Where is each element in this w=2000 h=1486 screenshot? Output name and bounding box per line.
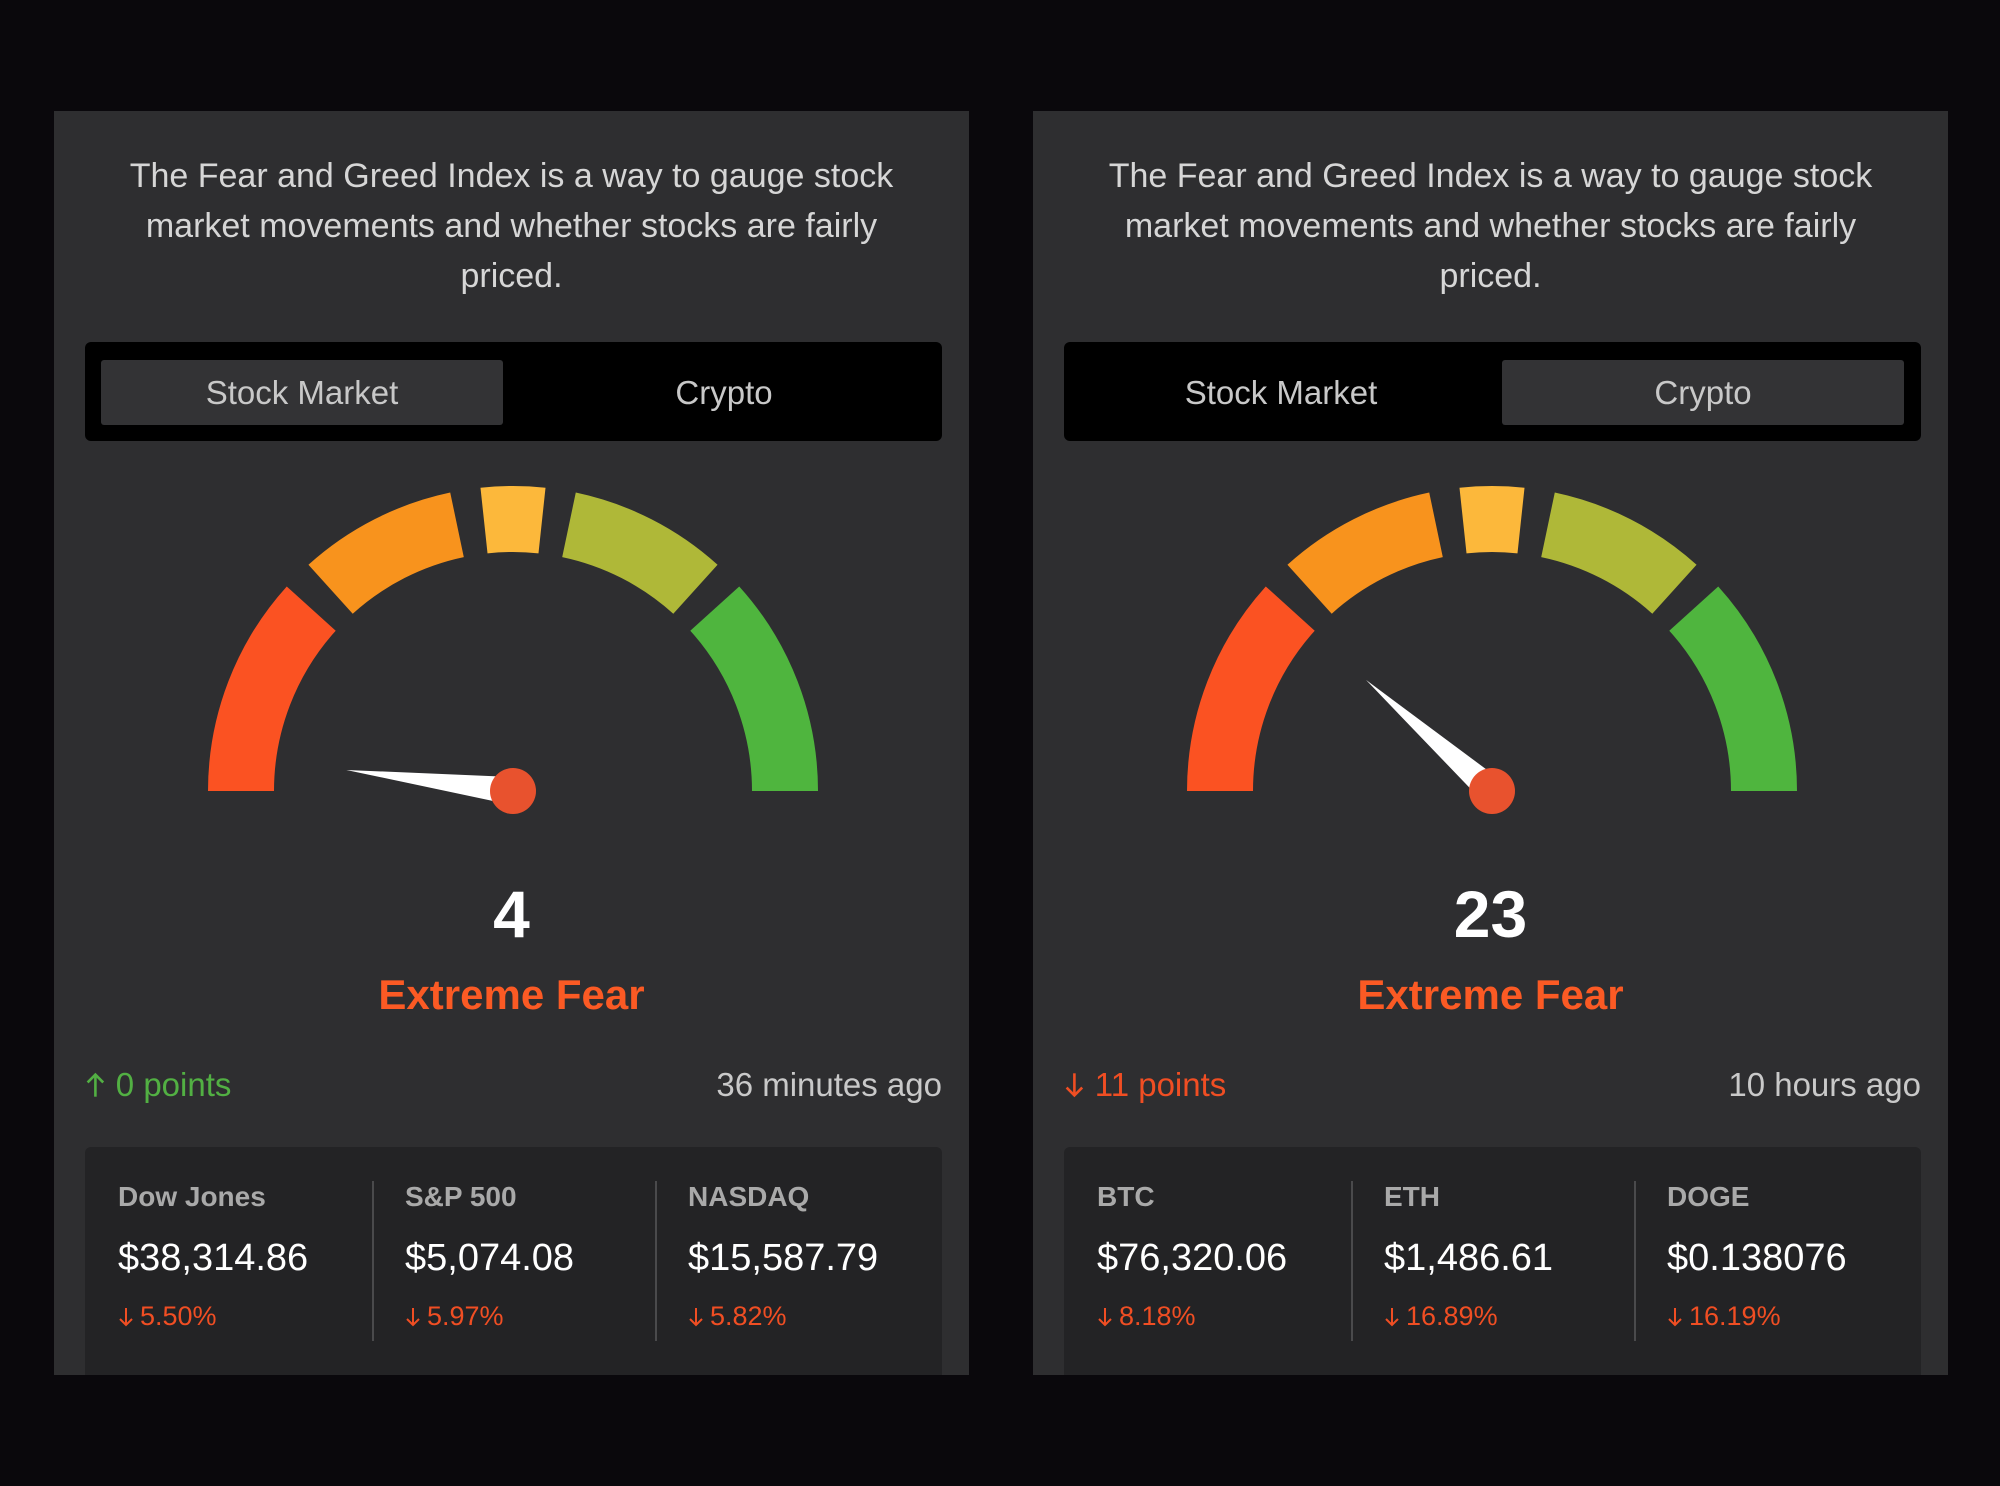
divider [372,1181,374,1341]
arrow-head [86,1072,105,1084]
panel: The Fear and Greed Index is a way to gau… [54,111,969,1375]
index-rating: Extreme Fear [378,971,645,1018]
gauge-band [308,492,465,615]
divider [1634,1181,1636,1341]
gauge-band [208,586,337,792]
gauge-band [1459,486,1525,554]
ticker-change: 5.82% [688,1301,787,1332]
tickers: Dow Jones $38,314.86 5.50% S&P 500 $5,074.08… [85,1147,942,1375]
arrow-shape [1065,1073,1084,1098]
ticker-price: $1,486.61 [1384,1237,1554,1279]
description: The Fear and Greed Index is a way to gau… [129,157,894,295]
tab[interactable]: Crypto [675,374,773,411]
ticker: S&P 500 $5,074.08 5.97% [372,1147,657,1375]
needle-hub [490,768,536,814]
change: 0 points [85,1066,231,1104]
ticker-change: 16.89% [1384,1301,1498,1332]
ticker-change: 5.97% [405,1301,504,1332]
needle-hub [1469,768,1515,814]
ticker-change: 8.18% [1097,1301,1196,1332]
ticker-price: $38,314.86 [118,1237,309,1279]
ticker: NASDAQ $15,587.79 5.82% [655,1147,940,1375]
ticker-change-text: 5.97% [427,1301,504,1331]
ticker-name: S&P 500 [405,1181,517,1212]
ticker-price: $5,074.08 [405,1237,575,1279]
arrow-head [1668,1317,1682,1326]
gauge-band [1668,586,1797,792]
ticker: BTC $76,320.06 8.18% [1064,1147,1349,1375]
arrow-icon [1385,1307,1399,1326]
arrow-shape [689,1307,703,1326]
index-value: 4 [493,877,530,951]
tab[interactable]: Stock Market [101,360,503,425]
ticker-name: DOGE [1667,1181,1750,1212]
change-text: 0 points [115,1066,232,1103]
change-text: 11 points [1094,1066,1227,1103]
gauge-band [1287,492,1444,615]
arrow-head [689,1317,703,1326]
description: The Fear and Greed Index is a way to gau… [1108,157,1873,295]
arrow-icon [1098,1307,1112,1326]
ticker-change: 5.50% [118,1301,217,1332]
index-rating: Extreme Fear [1357,971,1624,1018]
arrow-icon [689,1307,703,1326]
needle [1365,679,1502,802]
arrow-shape [119,1307,133,1326]
arrow-head [1065,1086,1084,1098]
gauge-band [689,586,818,792]
ticker-change-text: 16.89% [1406,1301,1498,1331]
arrow-icon [1065,1073,1084,1098]
ticker-change: 16.19% [1667,1301,1781,1332]
ticker-name: Dow Jones [118,1181,266,1212]
arrow-shape [1098,1307,1112,1326]
ticker-change-text: 5.82% [710,1301,787,1331]
arrow-head [119,1317,133,1326]
panel: The Fear and Greed Index is a way to gau… [1033,111,1948,1375]
arrow-shape [1668,1307,1682,1326]
gauge-band [480,486,546,554]
arrow-icon [119,1307,133,1326]
change: 11 points [1064,1066,1226,1104]
ticker-name: ETH [1384,1181,1440,1212]
ticker: DOGE $0.138076 16.19% [1634,1147,1919,1375]
ticker-price: $15,587.79 [688,1237,879,1279]
ticker-price: $0.138076 [1667,1237,1847,1279]
tab-bar: Stock Market Crypto [85,342,942,441]
arrow-icon [86,1072,105,1097]
divider [655,1181,657,1341]
ticker-name: NASDAQ [688,1181,810,1212]
arrow-shape [86,1072,105,1097]
gauge [208,486,818,814]
gauge-band [1540,492,1697,615]
arrow-head [1098,1317,1112,1326]
arrow-shape [406,1307,420,1326]
arrow-icon [406,1307,420,1326]
tab[interactable]: Stock Market [1184,374,1378,411]
ticker: Dow Jones $38,314.86 5.50% [85,1147,370,1375]
gauge [1187,486,1797,814]
arrow-shape [1385,1307,1399,1326]
tickers: BTC $76,320.06 8.18% ETH $1,486.61 16.89% DOGE… [1064,1147,1921,1375]
updated: 10 hours ago [1728,1066,1921,1103]
needle [346,769,515,805]
ticker: ETH $1,486.61 16.89% [1351,1147,1636,1375]
arrow-icon [1668,1307,1682,1326]
ticker-name: BTC [1097,1181,1155,1212]
tab[interactable]: Crypto [1502,360,1904,425]
arrow-head [1385,1317,1399,1326]
ticker-change-text: 8.18% [1119,1301,1196,1331]
tab-bar: Stock Market Crypto [1064,342,1921,441]
ticker-change-text: 16.19% [1689,1301,1781,1331]
updated: 36 minutes ago [716,1066,942,1103]
arrow-head [406,1317,420,1326]
index-value: 23 [1453,877,1528,951]
gauge-band [561,492,718,615]
gauge-band [1187,586,1316,792]
divider [1351,1181,1353,1341]
ticker-price: $76,320.06 [1097,1237,1288,1279]
ticker-change-text: 5.50% [140,1301,217,1331]
